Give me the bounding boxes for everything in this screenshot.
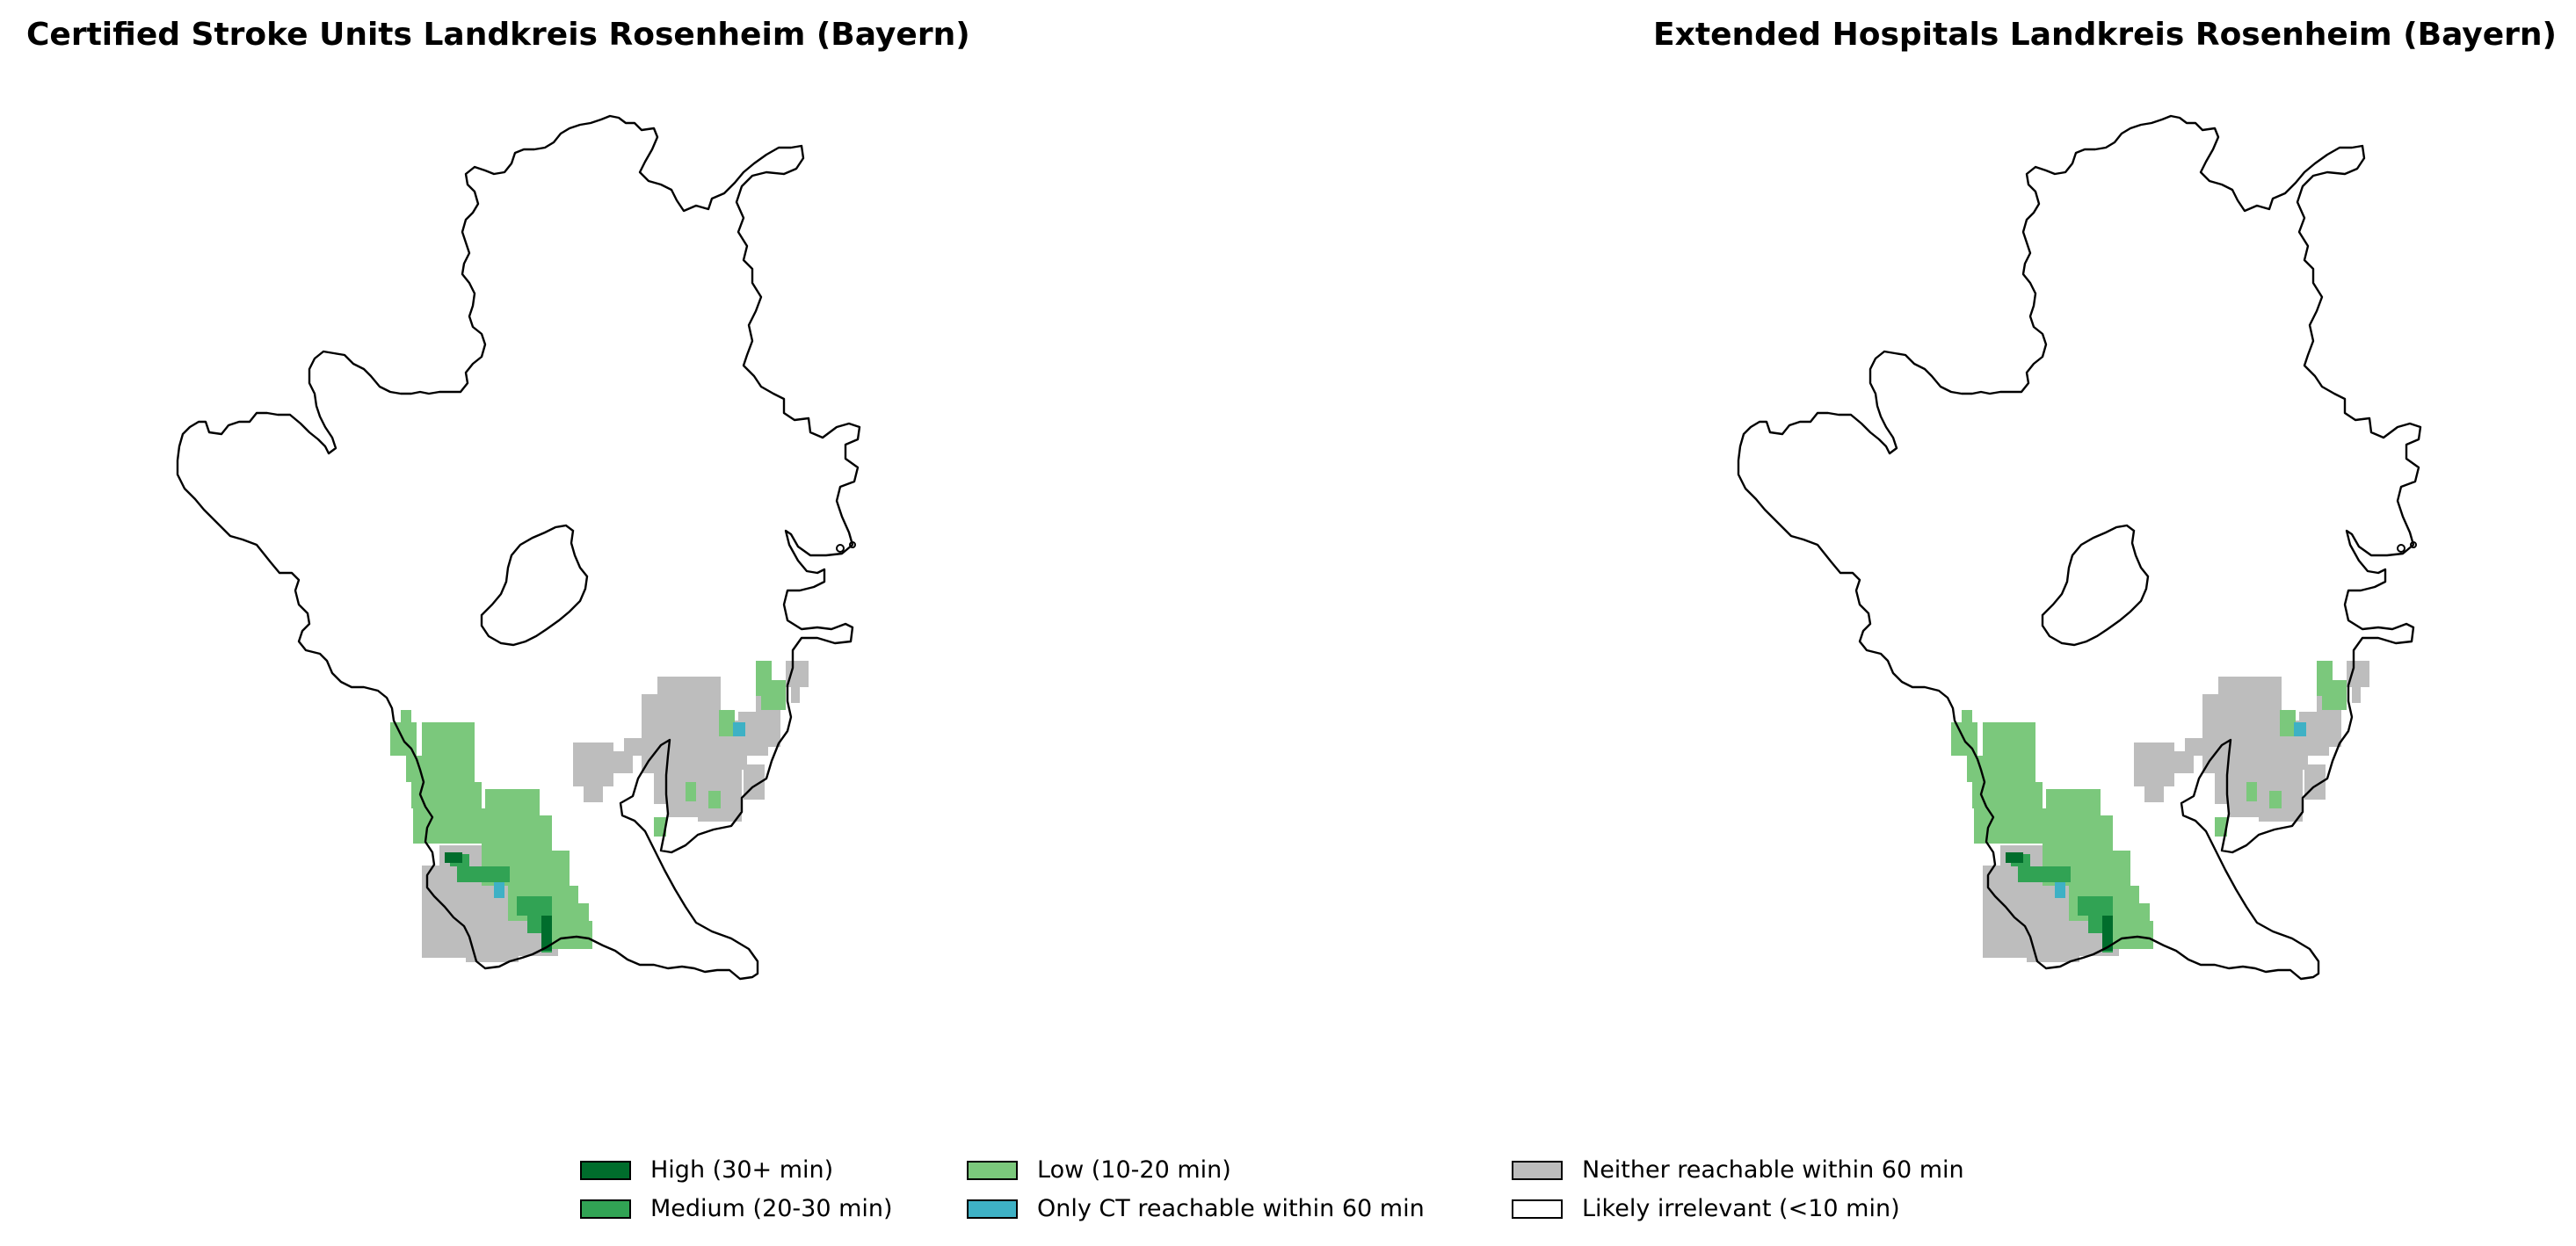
legend-label: Likely irrelevant (<10 min)	[1582, 1195, 1900, 1222]
grid-cell-low	[654, 817, 666, 837]
legend-label: Low (10-20 min)	[1037, 1156, 1231, 1184]
grid-cell-low	[2280, 710, 2296, 736]
grid-cell-low	[2046, 789, 2101, 815]
grid-cell-low	[686, 782, 696, 801]
grid-cell-medium	[457, 866, 510, 882]
legend-label: Medium (20-30 min)	[650, 1195, 893, 1222]
grid-cell-low	[2215, 817, 2227, 837]
grid-cell-ct-only	[733, 722, 745, 736]
grid-cell-low	[2322, 680, 2347, 710]
grid-cell-high	[445, 852, 462, 863]
enclave-boundary	[2041, 524, 2150, 647]
right-map-title: Extended Hospitals Landkreis Rosenheim (…	[1653, 17, 2557, 53]
islet-boundary	[836, 544, 845, 553]
grid-cell-neither	[791, 685, 800, 703]
grid-cell-low	[422, 722, 475, 761]
legend-label: High (30+ min)	[650, 1156, 834, 1184]
grid-cell-low	[761, 680, 786, 710]
islet-boundary	[2410, 541, 2417, 548]
legend-item-high: High (30+ min)	[580, 1158, 833, 1182]
legend-item-low: Low (10-20 min)	[967, 1158, 1231, 1182]
grid-cell-ct-only	[2294, 722, 2306, 736]
legend-swatch	[1512, 1199, 1563, 1219]
grid-cell-low	[1962, 710, 1972, 724]
left-map-title: Certified Stroke Units Landkreis Rosenhe…	[26, 17, 970, 53]
grid-cell-low	[708, 791, 721, 808]
right-map-grid-cells	[1951, 661, 2369, 962]
grid-cell-high	[541, 916, 552, 951]
legend-item-ct-only: Only CT reachable within 60 min	[967, 1197, 1425, 1221]
grid-cell-low	[2043, 815, 2113, 851]
legend-label: Only CT reachable within 60 min	[1037, 1195, 1425, 1222]
grid-cell-low	[482, 815, 552, 851]
grid-cell-low	[485, 789, 540, 815]
grid-cell-low	[2246, 782, 2257, 801]
grid-cell-low	[1983, 722, 2035, 761]
grid-cell-neither	[642, 694, 721, 773]
grid-cell-neither	[584, 786, 603, 802]
legend-label: Neither reachable within 60 min	[1582, 1156, 1964, 1184]
islet-boundary	[849, 541, 856, 548]
legend-item-medium: Medium (20-30 min)	[580, 1197, 893, 1221]
legend-swatch	[1512, 1160, 1563, 1180]
grid-cell-neither	[657, 677, 721, 696]
grid-cell-neither	[2347, 661, 2369, 687]
grid-cell-low	[2269, 791, 2282, 808]
grid-cell-neither	[2352, 685, 2361, 703]
grid-cell-medium	[2078, 896, 2113, 916]
grid-cell-neither	[786, 661, 809, 687]
grid-cell-neither	[2027, 953, 2079, 962]
legend-swatch	[580, 1199, 631, 1219]
grid-cell-neither	[668, 801, 703, 817]
grid-cell-high	[2006, 852, 2023, 863]
grid-cell-ct-only	[494, 882, 504, 898]
grid-cell-ct-only	[2055, 882, 2065, 898]
grid-cell-neither	[2202, 694, 2282, 773]
legend-item-neither: Neither reachable within 60 min	[1512, 1158, 1964, 1182]
grid-cell-neither	[2229, 801, 2264, 817]
grid-cell-medium	[2018, 866, 2071, 882]
map-legend: High (30+ min) Medium (20-30 min) Low (10-…	[580, 1158, 2074, 1228]
grid-cell-low	[719, 710, 735, 736]
grid-cell-low	[2132, 903, 2150, 930]
enclave-boundary	[480, 524, 589, 647]
grid-cell-neither	[466, 953, 519, 962]
legend-item-irrelevant: Likely irrelevant (<10 min)	[1512, 1197, 1900, 1221]
legend-swatch	[967, 1160, 1018, 1180]
islet-boundary	[2397, 544, 2405, 553]
grid-cell-neither	[2144, 786, 2164, 802]
district-boundary	[1737, 114, 2422, 981]
grid-cell-neither	[2218, 677, 2282, 696]
legend-swatch	[580, 1160, 631, 1180]
district-boundary	[176, 114, 861, 981]
grid-cell-high	[2102, 916, 2113, 951]
grid-cell-low	[401, 710, 411, 724]
legend-swatch	[967, 1199, 1018, 1219]
grid-cell-low	[571, 903, 589, 930]
grid-cell-medium	[517, 896, 552, 916]
